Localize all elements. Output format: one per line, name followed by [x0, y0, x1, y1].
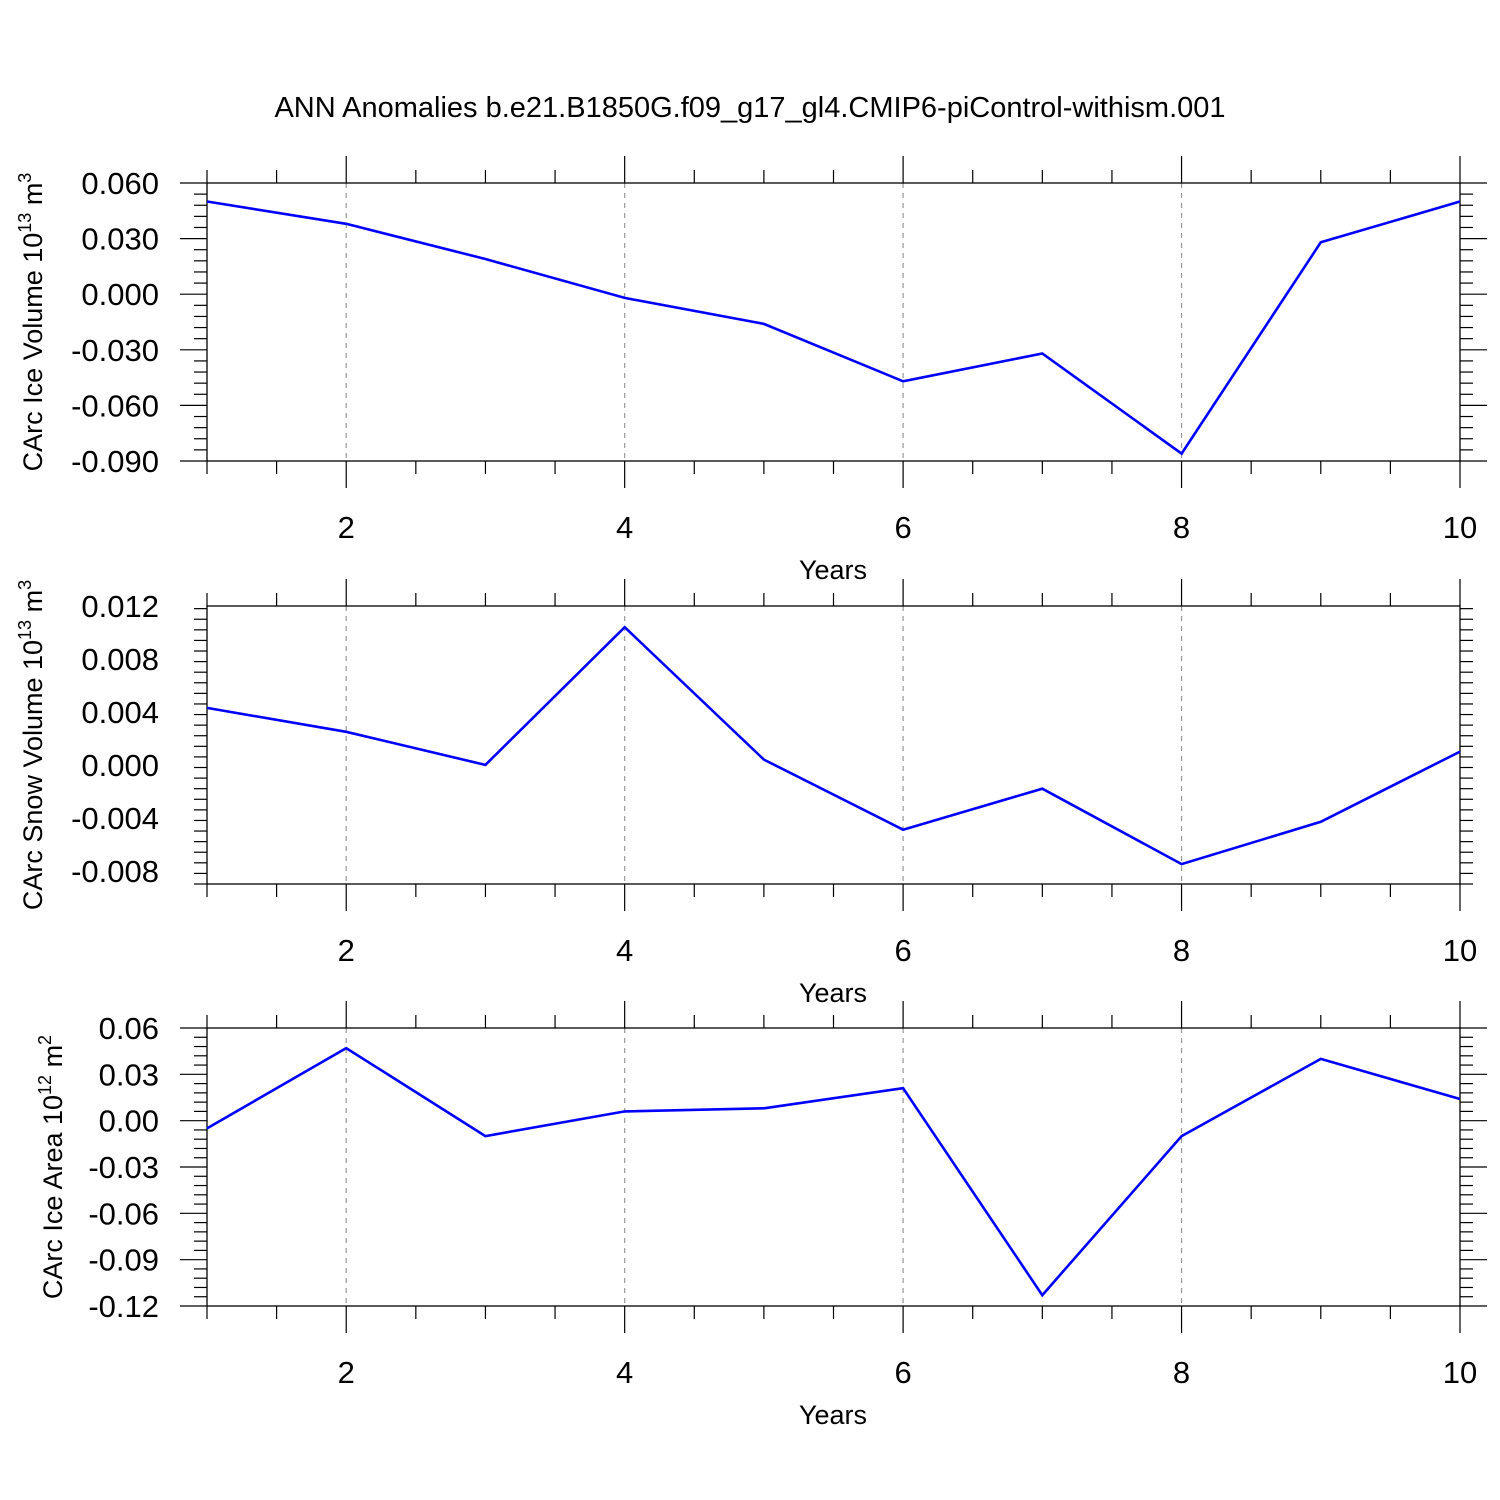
x-axis-label: Years: [799, 1400, 867, 1430]
chart-title: ANN Anomalies b.e21.B1850G.f09_g17_gl4.C…: [274, 92, 1226, 124]
x-tick-label: 2: [338, 1355, 355, 1390]
y-axis-label-part: m: [38, 1045, 68, 1075]
y-axis-label-superscript: 13: [15, 620, 35, 640]
plot-frame: [206, 605, 1461, 885]
plot-frame: [206, 182, 1461, 462]
x-tick-label: 4: [616, 933, 633, 968]
y-tick-label: 0.004: [81, 695, 159, 730]
y-axis-label-superscript: 12: [35, 1075, 55, 1095]
x-tick-label: 10: [1443, 1355, 1477, 1390]
chart-panel-2: 0.012 0.008 0.004 0.000 -0.004 -0.008 2 4 6 8 10 Ye…: [15, 579, 1477, 1008]
x-tick-label: 10: [1443, 510, 1477, 545]
y-axis-label-superscript: 3: [15, 580, 35, 590]
y-tick-label: -0.03: [88, 1150, 159, 1185]
y-tick-label: 0.000: [81, 748, 159, 783]
x-tick-label: 4: [616, 1355, 633, 1390]
x-tick-label: 8: [1173, 510, 1190, 545]
y-axis-label-part: m: [18, 590, 48, 620]
y-tick-label: 0.00: [99, 1104, 159, 1139]
y-axis-label: CArc Ice Volume 1013 m3: [15, 173, 48, 472]
x-tick-label: 8: [1173, 933, 1190, 968]
y-tick-label: 0.03: [99, 1057, 159, 1092]
x-tick-label: 6: [894, 933, 911, 968]
y-tick-label: -0.12: [88, 1289, 159, 1324]
y-tick-label: 0.008: [81, 642, 159, 677]
y-tick-label: -0.008: [71, 854, 159, 889]
plot-frame: [206, 1027, 1461, 1307]
x-axis-label: Years: [799, 555, 867, 585]
y-tick-label: -0.030: [71, 333, 159, 368]
x-tick-label: 6: [894, 1355, 911, 1390]
chart-panel-1: 0.060 0.030 0.000 -0.030 -0.060 -0.090 2 4 6 8 10 Y…: [15, 156, 1487, 585]
chart-panel-3: 0.06 0.03 0.00 -0.03 -0.06 -0.09 -0.12 2 4 6 8 10 Ye…: [35, 1001, 1487, 1430]
y-tick-label: 0.012: [81, 589, 159, 624]
x-tick-label: 6: [894, 510, 911, 545]
y-tick-label: 0.000: [81, 277, 159, 312]
y-axis-label-part: CArc Snow Volume 10: [18, 640, 48, 910]
y-axis-label: CArc Snow Volume 1013 m3: [15, 580, 48, 910]
series-line: [206, 625, 1461, 866]
y-tick-label: -0.004: [71, 801, 159, 836]
x-tick-label: 8: [1173, 1355, 1190, 1390]
x-tick-label: 2: [338, 510, 355, 545]
y-axis-label-superscript: 2: [35, 1035, 55, 1045]
y-tick-label: -0.09: [88, 1243, 159, 1278]
y-tick-label: -0.090: [71, 444, 159, 479]
y-axis-label: CArc Ice Area 1012 m2: [35, 1035, 68, 1299]
y-tick-label: 0.060: [81, 166, 159, 201]
x-tick-label: 4: [616, 510, 633, 545]
series-line: [206, 200, 1461, 456]
x-tick-label: 2: [338, 933, 355, 968]
y-axis-label-part: CArc Ice Area 10: [38, 1095, 68, 1299]
x-tick-label: 10: [1443, 933, 1477, 968]
y-axis-label-superscript: 13: [15, 213, 35, 233]
x-axis-label: Years: [799, 978, 867, 1008]
y-axis-label-part: CArc Ice Volume 10: [18, 233, 48, 472]
y-tick-label: 0.06: [99, 1011, 159, 1046]
y-axis-label-superscript: 3: [15, 173, 35, 183]
y-tick-label: -0.060: [71, 388, 159, 423]
y-axis-label-part: m: [18, 183, 48, 213]
series-line: [206, 1046, 1461, 1298]
y-tick-label: 0.030: [81, 222, 159, 257]
y-tick-label: -0.06: [88, 1196, 159, 1231]
